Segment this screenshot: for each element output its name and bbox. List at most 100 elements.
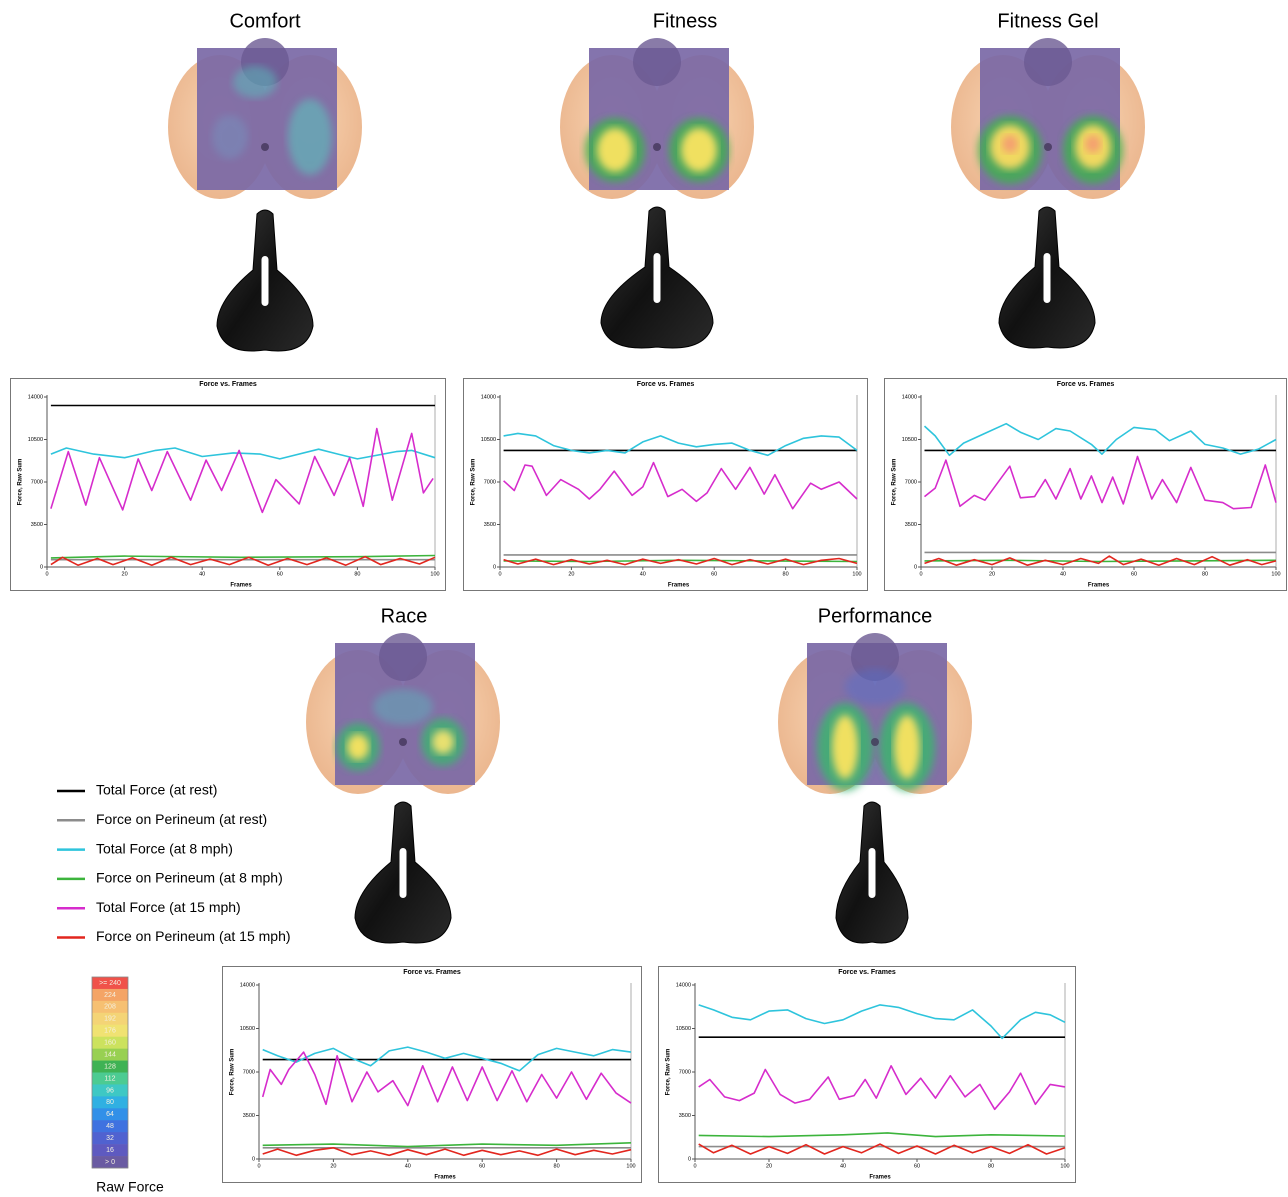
color-scale-label: 64 xyxy=(106,1111,114,1118)
x-tick-label: 20 xyxy=(766,1163,772,1169)
x-tick-label: 60 xyxy=(479,1163,485,1169)
color-cell xyxy=(92,1132,128,1145)
legend-label: Force on Perineum (at 15 mph) xyxy=(96,928,291,944)
color-cell xyxy=(92,988,128,1002)
color-scale-label: 96 xyxy=(106,1087,114,1094)
color-scale-title: Raw Force xyxy=(96,1179,164,1195)
series-line xyxy=(503,432,858,457)
color-scale-label: 80 xyxy=(106,1099,114,1106)
center-point xyxy=(261,143,269,151)
series-line xyxy=(50,554,436,559)
pressure-hotspot xyxy=(681,128,717,172)
y-tick-label: 3500 xyxy=(484,522,496,528)
legend-label: Total Force (at 15 mph) xyxy=(96,899,241,915)
color-cell xyxy=(92,1072,128,1085)
pressure-hotspot xyxy=(597,128,633,172)
x-tick-label: 20 xyxy=(989,571,995,577)
pressure-map xyxy=(951,38,1145,199)
color-scale-label: 208 xyxy=(104,1004,116,1011)
pressure-hotspot xyxy=(373,689,433,725)
saddle-cutout xyxy=(399,848,407,898)
y-tick-label: 10500 xyxy=(902,437,917,443)
x-axis-label: Frames xyxy=(434,1175,456,1181)
x-tick-label: 20 xyxy=(330,1163,336,1169)
y-tick-label: 0 xyxy=(493,564,496,570)
color-cell xyxy=(92,1096,128,1109)
center-point xyxy=(399,738,407,746)
x-axis-label: Frames xyxy=(1088,583,1110,589)
y-tick-label: 7000 xyxy=(243,1069,255,1075)
y-tick-label: 14000 xyxy=(28,394,43,400)
pressure-hotspot xyxy=(288,99,332,175)
color-cell xyxy=(92,1036,128,1049)
x-axis-label: Frames xyxy=(668,583,690,589)
chart-title: Force vs. Frames xyxy=(637,381,695,388)
y-axis-label: Force, Raw Sum xyxy=(471,459,477,506)
pressure-shadow xyxy=(379,633,427,681)
x-tick-label: 100 xyxy=(430,571,439,577)
color-scale-label: 160 xyxy=(104,1040,116,1047)
saddle-cutout xyxy=(1043,253,1051,303)
pressure-map xyxy=(778,633,972,794)
saddle-cutout xyxy=(653,253,661,303)
x-tick-label: 0 xyxy=(257,1163,260,1169)
x-tick-label: 100 xyxy=(852,571,861,577)
pressure-shadow xyxy=(1024,38,1072,86)
x-tick-label: 40 xyxy=(840,1163,846,1169)
x-tick-label: 80 xyxy=(554,1163,560,1169)
x-tick-label: 100 xyxy=(1271,571,1280,577)
color-cell xyxy=(92,1060,128,1073)
x-tick-label: 40 xyxy=(199,571,205,577)
color-cell xyxy=(92,1108,128,1121)
chart-title: Force vs. Frames xyxy=(199,381,257,388)
x-tick-label: 0 xyxy=(498,571,501,577)
y-axis-label: Force, Raw Sum xyxy=(18,459,24,506)
x-axis-label: Frames xyxy=(230,583,252,589)
series-line xyxy=(50,427,434,514)
saddle-cutout xyxy=(261,256,269,306)
y-tick-label: 14000 xyxy=(481,394,496,400)
x-tick-label: 80 xyxy=(783,571,789,577)
pressure-map xyxy=(168,38,362,199)
color-scale-label: 48 xyxy=(106,1123,114,1130)
legend-label: Total Force (at 8 mph) xyxy=(96,840,233,856)
chart-title: Force vs. Frames xyxy=(838,969,896,976)
x-tick-label: 60 xyxy=(1131,571,1137,577)
color-scale-label: 16 xyxy=(106,1147,114,1154)
series-line xyxy=(261,1051,632,1107)
color-scale-label: 224 xyxy=(104,992,116,999)
series-line xyxy=(50,555,436,566)
legend-label: Force on Perineum (at 8 mph) xyxy=(96,870,283,886)
panel-title: Comfort xyxy=(229,10,301,32)
series-line xyxy=(924,559,1277,563)
color-cell xyxy=(92,1084,128,1097)
pressure-map xyxy=(560,38,754,199)
pressure-hotspot xyxy=(212,115,248,159)
y-tick-label: 7000 xyxy=(484,479,496,485)
y-tick-label: 0 xyxy=(40,564,43,570)
color-scale-label: 112 xyxy=(104,1075,115,1082)
x-tick-label: 80 xyxy=(1202,571,1208,577)
color-scale-label: > 0 xyxy=(105,1159,115,1166)
y-axis-label: Force, Raw Sum xyxy=(230,1049,236,1096)
x-tick-label: 100 xyxy=(1060,1163,1069,1169)
x-tick-label: 0 xyxy=(919,571,922,577)
center-point xyxy=(653,143,661,151)
pressure-hotspot xyxy=(432,730,454,754)
x-tick-label: 20 xyxy=(122,571,128,577)
pressure-hotspot xyxy=(1085,135,1101,153)
chart-frame xyxy=(222,966,642,1183)
y-tick-label: 0 xyxy=(252,1156,255,1162)
panel-title: Fitness xyxy=(653,10,717,32)
legend-label: Force on Perineum (at rest) xyxy=(96,811,267,827)
color-cell xyxy=(92,1000,128,1014)
series-line xyxy=(262,1142,632,1148)
panel-title: Performance xyxy=(818,605,933,627)
series-line xyxy=(50,447,436,460)
color-cell xyxy=(92,1120,128,1133)
pressure-hotspot xyxy=(233,66,277,98)
chart-frame xyxy=(463,378,868,591)
chart-title: Force vs. Frames xyxy=(1057,381,1115,388)
x-tick-label: 60 xyxy=(914,1163,920,1169)
